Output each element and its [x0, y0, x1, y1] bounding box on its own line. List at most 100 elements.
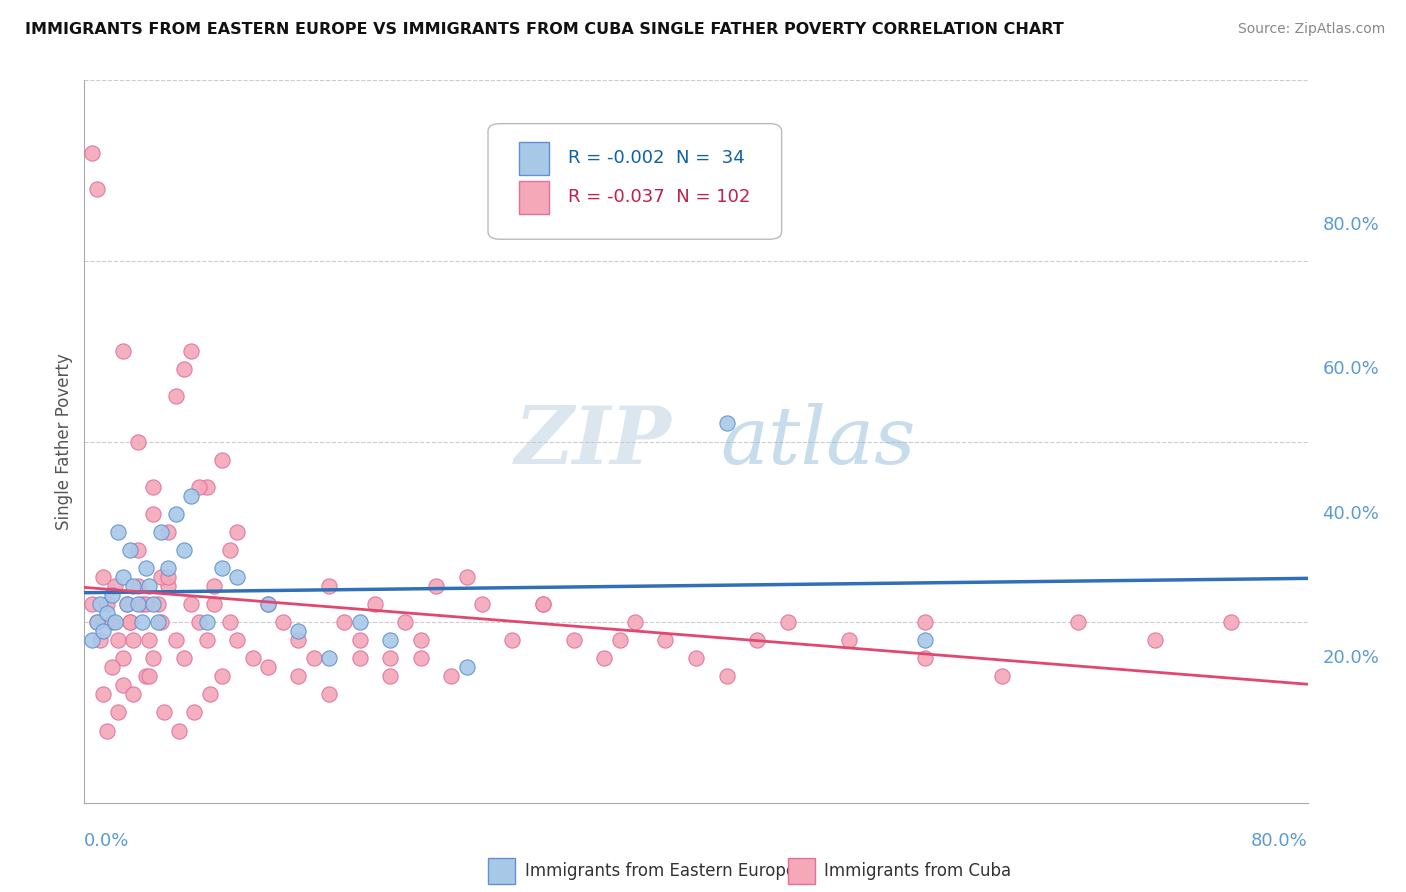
Point [173, 651, 195, 665]
Point [111, 651, 134, 665]
Point [101, 615, 124, 630]
Point [624, 615, 647, 630]
Point [302, 651, 325, 665]
Point [531, 597, 554, 611]
Point [914, 651, 936, 665]
Point [226, 633, 249, 648]
Point [149, 524, 172, 539]
Point [287, 633, 309, 648]
Point [257, 597, 280, 611]
Point [609, 633, 631, 648]
Point [122, 687, 145, 701]
Point [183, 706, 205, 720]
Point [135, 669, 157, 683]
Point [318, 651, 340, 665]
Point [838, 633, 860, 648]
Point [173, 362, 195, 376]
Point [142, 480, 165, 494]
Point [80, 633, 103, 648]
Point [349, 615, 371, 630]
Point [257, 597, 280, 611]
Point [107, 633, 129, 648]
Point [101, 660, 124, 674]
Point [195, 615, 218, 630]
Point [333, 615, 356, 630]
Point [198, 687, 221, 701]
Point [120, 615, 142, 630]
FancyBboxPatch shape [488, 858, 515, 884]
Text: 0.0%: 0.0% [84, 831, 129, 850]
Point [202, 597, 225, 611]
Text: R = -0.037  N = 102: R = -0.037 N = 102 [568, 188, 749, 206]
Text: R = -0.002  N =  34: R = -0.002 N = 34 [568, 149, 744, 168]
Text: atlas: atlas [720, 403, 915, 480]
Point [146, 597, 169, 611]
Point [142, 651, 165, 665]
Point [127, 542, 149, 557]
Point [440, 669, 463, 683]
Point [89, 597, 111, 611]
Point [157, 579, 180, 593]
Y-axis label: Single Father Poverty: Single Father Poverty [55, 353, 73, 530]
Point [135, 597, 157, 611]
Point [153, 706, 176, 720]
Point [127, 434, 149, 449]
Point [211, 561, 233, 575]
Text: Immigrants from Cuba: Immigrants from Cuba [824, 862, 1011, 880]
Point [409, 651, 432, 665]
Point [86, 615, 108, 630]
Point [111, 678, 134, 692]
Point [146, 615, 169, 630]
Point [287, 669, 309, 683]
Point [502, 633, 524, 648]
Point [188, 615, 211, 630]
Point [195, 480, 218, 494]
Point [91, 570, 114, 584]
FancyBboxPatch shape [787, 858, 814, 884]
Point [456, 570, 478, 584]
Point [142, 507, 165, 521]
Point [188, 480, 211, 494]
Point [318, 687, 340, 701]
Point [593, 651, 616, 665]
Point [96, 597, 118, 611]
Point [180, 597, 202, 611]
Text: 20.0%: 20.0% [1322, 649, 1379, 667]
FancyBboxPatch shape [488, 124, 782, 239]
Point [165, 389, 187, 403]
Text: 60.0%: 60.0% [1322, 360, 1379, 378]
Point [747, 633, 769, 648]
Point [86, 615, 108, 630]
Point [91, 624, 114, 639]
Point [80, 597, 103, 611]
Point [1220, 615, 1243, 630]
Point [226, 524, 249, 539]
Point [127, 597, 149, 611]
Point [380, 651, 402, 665]
Point [138, 669, 160, 683]
Point [914, 633, 936, 648]
Text: Immigrants from Eastern Europe: Immigrants from Eastern Europe [524, 862, 796, 880]
Point [101, 588, 124, 602]
Point [425, 579, 447, 593]
Point [142, 597, 165, 611]
Point [91, 687, 114, 701]
Point [157, 524, 180, 539]
Point [165, 633, 187, 648]
Point [471, 597, 494, 611]
Point [716, 669, 738, 683]
Point [257, 660, 280, 674]
Point [149, 615, 172, 630]
FancyBboxPatch shape [519, 181, 550, 213]
Point [349, 633, 371, 648]
Point [202, 579, 225, 593]
Point [380, 669, 402, 683]
Text: IMMIGRANTS FROM EASTERN EUROPE VS IMMIGRANTS FROM CUBA SINGLE FATHER POVERTY COR: IMMIGRANTS FROM EASTERN EUROPE VS IMMIGR… [25, 22, 1064, 37]
Point [86, 182, 108, 196]
Point [180, 489, 202, 503]
Point [776, 615, 799, 630]
Text: ZIP: ZIP [515, 403, 672, 480]
Point [195, 633, 218, 648]
Point [218, 615, 240, 630]
Point [349, 651, 371, 665]
